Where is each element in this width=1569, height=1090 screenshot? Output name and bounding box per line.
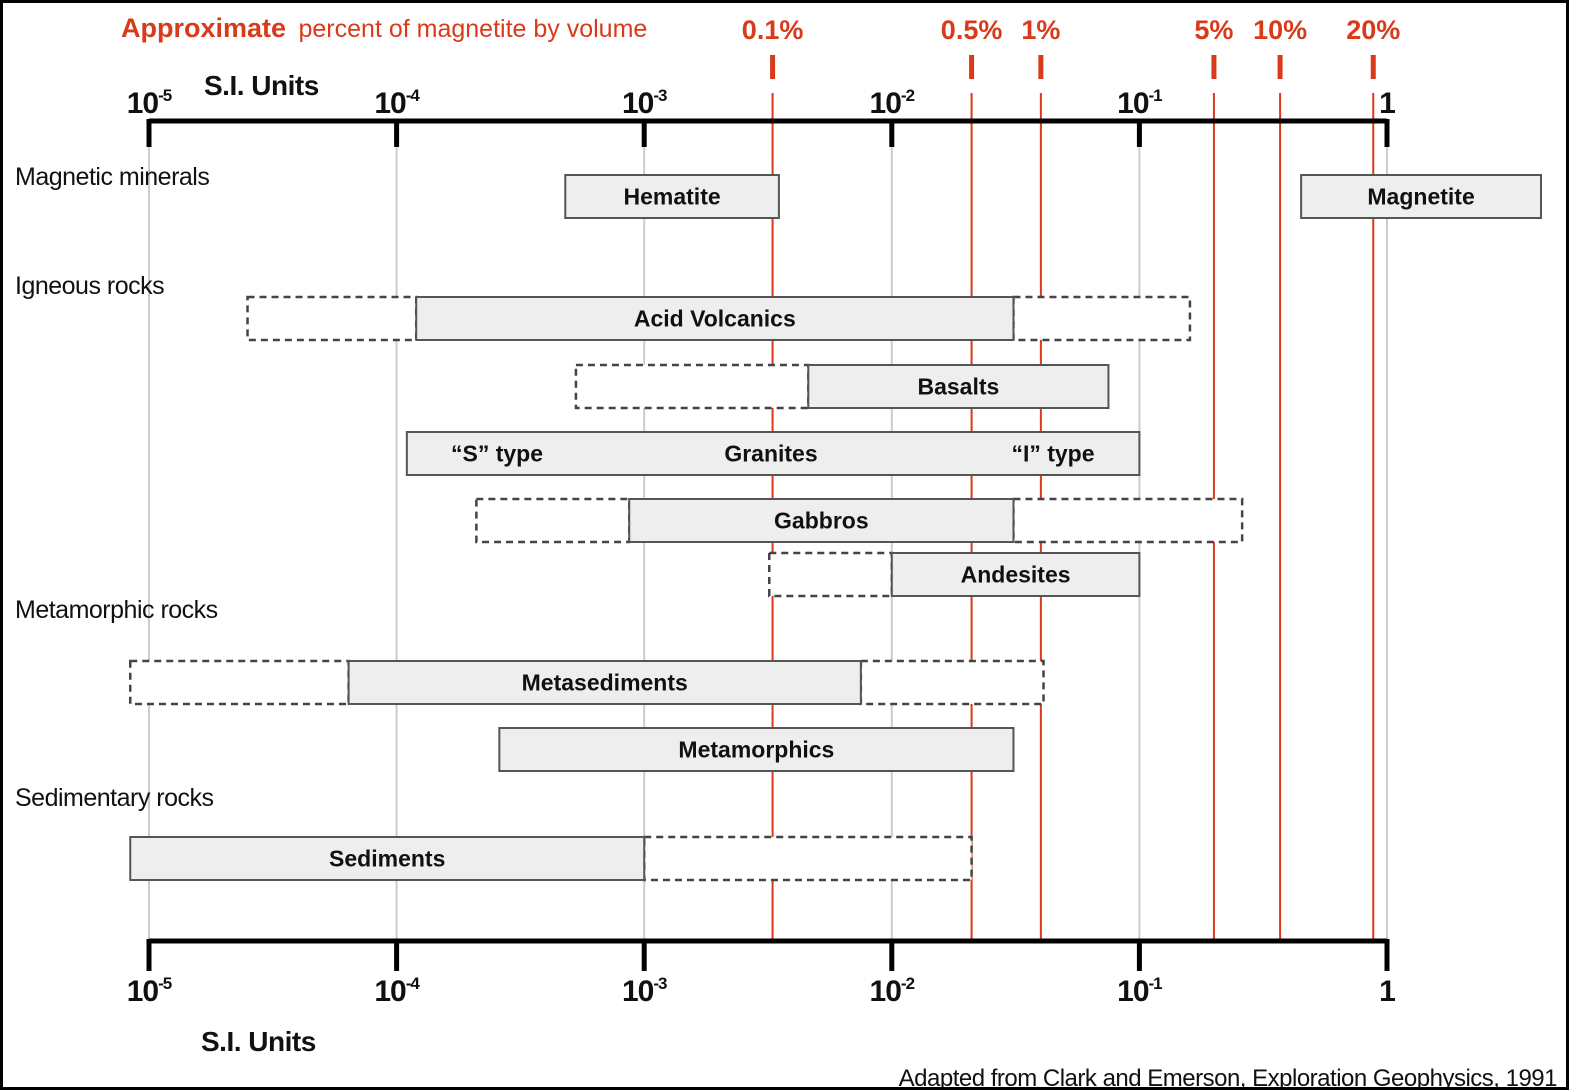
tick-label: 10-2 <box>870 86 915 120</box>
bar-range-solid <box>415 296 1015 341</box>
bar-range-dashed <box>1012 295 1192 342</box>
tick-label: 10-3 <box>622 86 667 120</box>
percent-marker-label: 5% <box>1194 15 1233 45</box>
bar-range-dashed <box>129 659 350 706</box>
susceptibility-chart: 0.1% 0.5% 1% 5% 10% 20% 10-5 10-4 10-3 10-2 10-1 1… <box>15 13 1558 1087</box>
group-label: Igneous rocks <box>15 272 164 300</box>
percent-axis-title-rest: percent of magnetite by volume <box>299 15 648 43</box>
percent-marker-label: 0.1% <box>742 15 804 45</box>
percent-axis-title: Approximate percent of magnetite by volu… <box>121 13 647 43</box>
bar-range-dashed <box>574 363 810 410</box>
bar-range-solid <box>1300 174 1542 219</box>
percent-marker-tick <box>1277 55 1283 79</box>
bar-range-solid <box>405 431 1141 476</box>
source-credit: Adapted from Clark and Emerson, Explorat… <box>899 1065 1558 1087</box>
bar-label: Andesites <box>961 562 1071 588</box>
tick-label: 10-4 <box>374 974 420 1008</box>
tick-label: 10-5 <box>127 974 172 1008</box>
percent-marker-label: 1% <box>1021 15 1060 45</box>
percent-marker-layer: 0.1% 0.5% 1% 5% 10% 20% <box>742 15 1400 941</box>
bar-layer <box>129 174 1542 882</box>
bar-range-dashed <box>859 659 1045 706</box>
bar-range-solid <box>628 498 1015 543</box>
bar-label: Granites <box>724 441 817 467</box>
percent-axis-title-bold: Approximate <box>121 13 286 43</box>
tick-label: 1 <box>1379 975 1395 1008</box>
tick-label: 10-4 <box>374 86 420 120</box>
percent-marker-tick <box>1370 55 1376 79</box>
bar-range-dashed <box>1012 497 1244 544</box>
bar-range-solid <box>498 727 1015 772</box>
group-label: Sedimentary rocks <box>15 784 214 812</box>
tick-label: 10-2 <box>870 974 915 1008</box>
bar-range-solid <box>129 836 646 881</box>
tick-label: 10-3 <box>622 974 667 1008</box>
bar-label: Sediments <box>329 846 445 872</box>
group-label: Magnetic minerals <box>15 163 209 191</box>
bar-range-solid <box>347 660 862 705</box>
bar-range-solid <box>807 364 1110 409</box>
percent-marker-tick <box>969 55 975 79</box>
percent-marker-label: 10% <box>1253 15 1307 45</box>
bar-sublabel: “I” type <box>1011 441 1094 467</box>
percent-marker-label: 0.5% <box>941 15 1003 45</box>
tick-label: 10-1 <box>1117 86 1162 120</box>
bar-label: Basalts <box>917 374 999 400</box>
percent-marker-tick <box>770 55 776 79</box>
bottom-axis-name: S.I. Units <box>201 1026 316 1057</box>
bar-label: Metasediments <box>522 670 688 696</box>
bar-range-dashed <box>475 497 631 544</box>
bar-label: Gabbros <box>774 508 869 534</box>
bar-range-dashed <box>768 551 894 598</box>
percent-marker-tick <box>1211 55 1217 79</box>
label-layer: Magnetic minerals Hematite Magnetite Igneou… <box>15 163 1475 872</box>
bar-range-dashed <box>642 835 973 882</box>
group-label: Metamorphic rocks <box>15 596 218 624</box>
bar-label: Magnetite <box>1367 184 1474 210</box>
bar-label: Hematite <box>624 184 721 210</box>
top-axis-name: S.I. Units <box>204 70 319 101</box>
bar-label: Metamorphics <box>678 737 834 763</box>
bar-range-dashed <box>246 295 418 342</box>
bar-range-solid <box>564 174 780 219</box>
tick-label: 1 <box>1379 87 1395 120</box>
tick-label: 10-1 <box>1117 974 1162 1008</box>
tick-label: 10-5 <box>127 86 172 120</box>
percent-marker-label: 20% <box>1346 15 1400 45</box>
bar-label: Acid Volcanics <box>634 306 796 332</box>
bar-range-solid <box>890 552 1141 597</box>
bar-sublabel: “S” type <box>451 441 543 467</box>
axis-layer: 10-5 10-4 10-3 10-2 10-1 1 10-5 10-4 10-3 10-2 10-… <box>127 86 1396 1008</box>
percent-marker-tick <box>1038 55 1044 79</box>
